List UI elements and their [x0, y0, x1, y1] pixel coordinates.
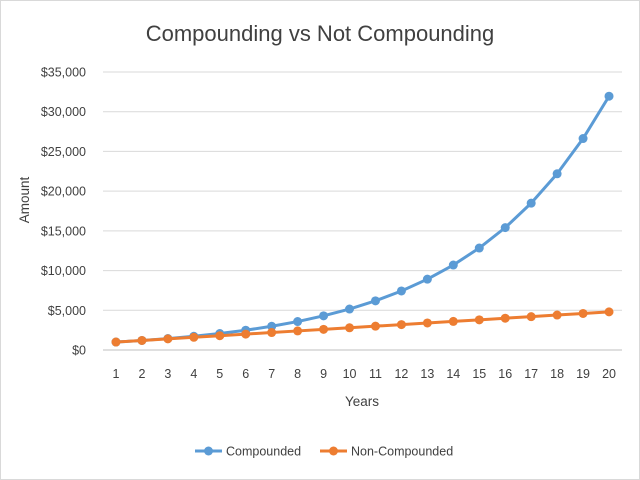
series-line: [114, 94, 611, 344]
data-point: [474, 315, 484, 325]
series-non-compounded: [111, 307, 614, 347]
x-tick-label: 10: [343, 367, 357, 381]
data-point: [604, 91, 614, 101]
y-tick-labels: $0 $5,000 $10,000 $15,000 $20,000 $25,000 $30,…: [41, 66, 86, 358]
legend-label: Non-Compounded: [351, 445, 453, 459]
data-point: [215, 331, 225, 341]
legend-label: Compounded: [226, 445, 301, 459]
x-tick-label: 8: [294, 367, 301, 381]
legend-swatch-marker: [329, 446, 338, 456]
data-point: [345, 323, 355, 333]
y-tick-label: $5,000: [48, 304, 86, 318]
y-tick-label: $10,000: [41, 264, 86, 278]
x-tick-label: 7: [268, 367, 275, 381]
x-tick-label: 20: [602, 367, 616, 381]
data-point: [345, 304, 355, 314]
x-tick-label: 16: [498, 367, 512, 381]
data-point: [422, 318, 432, 328]
chart-title: Compounding vs Not Compounding: [146, 21, 495, 46]
data-point: [319, 311, 329, 321]
legend: Compounded Non-Compounded: [195, 445, 453, 459]
x-tick-label: 19: [576, 367, 590, 381]
data-point: [448, 316, 458, 326]
data-point: [526, 312, 536, 322]
x-tick-label: 15: [472, 367, 486, 381]
data-point: [293, 326, 303, 336]
data-point: [370, 296, 380, 306]
y-tick-label: $20,000: [41, 185, 86, 199]
data-point: [370, 321, 380, 331]
data-point: [474, 243, 484, 253]
y-tick-label: $35,000: [41, 66, 86, 80]
x-tick-label: 3: [164, 367, 171, 381]
data-point: [189, 332, 199, 342]
data-point: [552, 169, 562, 179]
x-tick-label: 4: [190, 367, 197, 381]
data-point: [604, 307, 614, 317]
x-tick-label: 1: [112, 367, 119, 381]
x-tick-label: 2: [138, 367, 145, 381]
data-point: [137, 335, 147, 345]
data-point: [578, 134, 588, 144]
x-tick-labels: 1 2 3 4 5 6 7 8 9 10 11 12 13 14 15 16 17 18 19 20: [112, 367, 616, 381]
series-compounded: [111, 91, 614, 347]
y-tick-label: $25,000: [41, 145, 86, 159]
data-point: [526, 198, 536, 208]
data-point: [500, 313, 510, 323]
gridlines: [103, 71, 622, 351]
data-point: [267, 328, 277, 338]
x-tick-label: 11: [369, 367, 382, 381]
data-point: [396, 320, 406, 330]
x-tick-label: 18: [550, 367, 564, 381]
x-axis-title: Years: [345, 394, 379, 409]
y-axis-title: Amount: [17, 176, 32, 223]
y-tick-label: $30,000: [41, 105, 86, 119]
x-tick-label: 13: [420, 367, 434, 381]
data-point: [552, 310, 562, 320]
data-point: [319, 324, 329, 334]
x-tick-label: 6: [242, 367, 249, 381]
x-tick-label: 9: [320, 367, 327, 381]
legend-item: Compounded: [195, 445, 301, 459]
x-tick-label: 14: [446, 367, 460, 381]
y-tick-label: $0: [72, 344, 86, 358]
series-lines: [111, 91, 614, 347]
data-point: [396, 286, 406, 296]
data-point: [111, 337, 121, 347]
data-point: [448, 260, 458, 270]
data-point: [500, 223, 510, 233]
y-tick-label: $15,000: [41, 224, 86, 238]
data-point: [241, 329, 251, 339]
data-point: [578, 308, 588, 318]
data-point: [163, 334, 173, 344]
data-point: [293, 317, 303, 327]
data-point: [267, 321, 277, 331]
data-point: [422, 274, 432, 284]
x-tick-label: 5: [216, 367, 223, 381]
x-tick-label: 17: [524, 367, 538, 381]
legend-item: Non-Compounded: [320, 445, 453, 459]
x-tick-label: 12: [394, 367, 408, 381]
legend-swatch-marker: [204, 446, 213, 456]
